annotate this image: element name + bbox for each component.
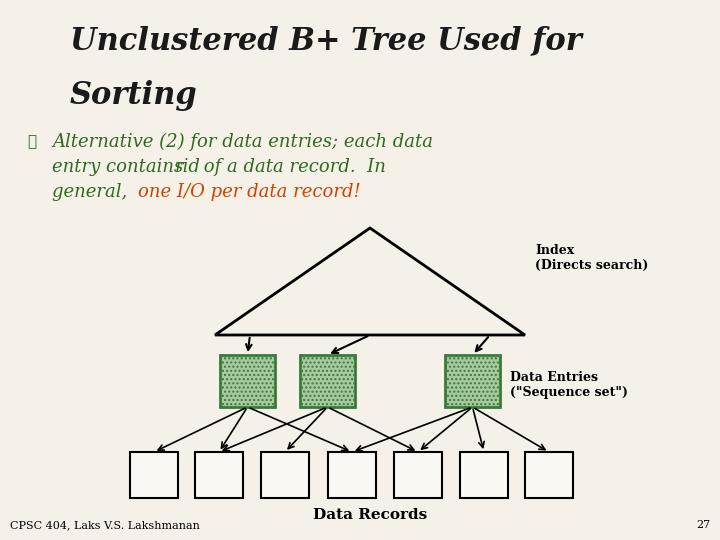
Text: of a data record.  In: of a data record. In — [198, 158, 386, 176]
Text: Index
(Directs search): Index (Directs search) — [535, 244, 649, 272]
Bar — [445, 355, 500, 407]
Text: CPSC 404, Laks V.S. Lakshmanan: CPSC 404, Laks V.S. Lakshmanan — [10, 520, 200, 530]
Bar — [195, 452, 243, 498]
Text: ❖: ❖ — [27, 135, 37, 149]
Bar — [394, 452, 442, 498]
Text: Alternative (2) for data entries; each data: Alternative (2) for data entries; each d… — [52, 133, 433, 151]
Text: general,: general, — [52, 183, 133, 201]
Bar — [300, 355, 355, 407]
Text: one I/O per data record!: one I/O per data record! — [138, 183, 361, 201]
Text: 27: 27 — [696, 520, 710, 530]
Text: Sorting: Sorting — [70, 80, 198, 111]
Bar — [525, 452, 573, 498]
Text: Data Entries
("Sequence set"): Data Entries ("Sequence set") — [510, 371, 628, 399]
Bar — [460, 452, 508, 498]
Bar — [261, 452, 309, 498]
Text: rid: rid — [175, 158, 201, 176]
Bar — [220, 355, 275, 407]
Bar — [328, 452, 376, 498]
Bar — [130, 452, 178, 498]
Text: Data Records: Data Records — [313, 508, 427, 522]
Text: Unclustered B+ Tree Used for: Unclustered B+ Tree Used for — [70, 25, 582, 56]
Text: entry contains: entry contains — [52, 158, 189, 176]
